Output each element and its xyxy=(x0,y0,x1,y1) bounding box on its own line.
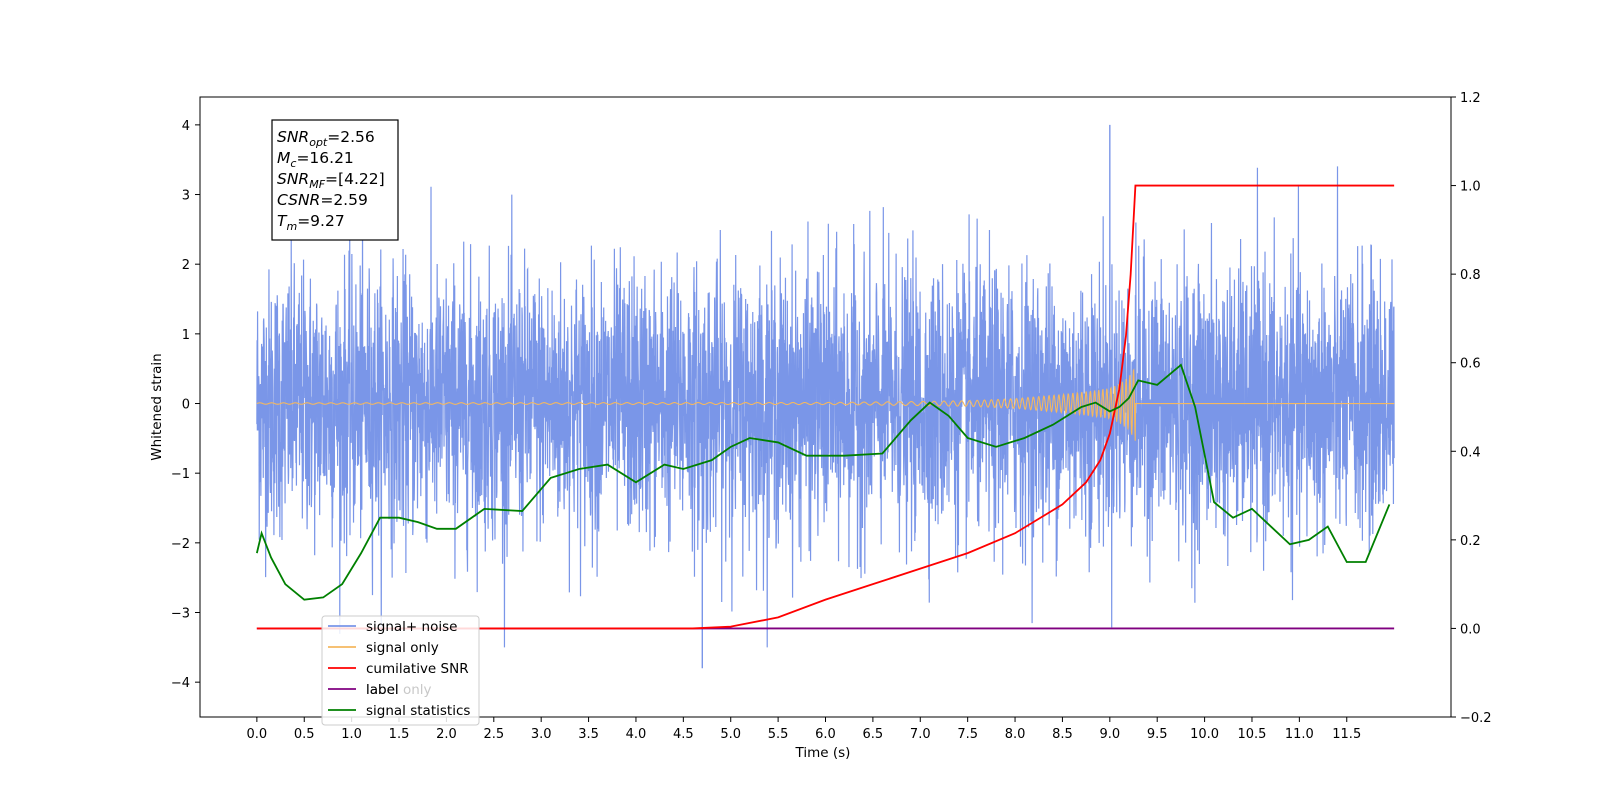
y-tick-label: −2 xyxy=(171,537,190,552)
info-box-line: Tm=9.27 xyxy=(277,212,345,233)
x-tick-label: 1.5 xyxy=(389,727,410,742)
y-axis-left: 4 3 2 1 0 −1 −2 −3 −4 xyxy=(171,119,200,691)
y2-tick-label: 1.2 xyxy=(1460,91,1481,106)
legend-label: signal statistics xyxy=(366,703,470,719)
x-tick-label: 8.5 xyxy=(1052,727,1073,742)
info-box: SNRopt=2.56Mc=16.21SNRMF=[4.22]CSNR=2.59… xyxy=(271,119,399,241)
x-tick-label: 3.0 xyxy=(531,727,552,742)
x-axis-label: Time (s) xyxy=(795,745,851,761)
legend-label: signal+ noise xyxy=(366,619,457,635)
y-axis-label: Whitened strain xyxy=(149,353,165,460)
signal-noise-series xyxy=(256,124,1395,669)
x-tick-label: 9.5 xyxy=(1147,727,1168,742)
x-tick-label: 0.0 xyxy=(247,727,268,742)
info-box-line: CSNR=2.59 xyxy=(277,191,368,209)
x-tick-label: 5.5 xyxy=(768,727,789,742)
signal-statistics-line xyxy=(255,363,1391,601)
legend-label: cumilative SNR xyxy=(366,661,469,677)
y2-tick-label: 0.8 xyxy=(1460,268,1481,283)
x-tick-label: 10.0 xyxy=(1190,727,1219,742)
x-tick-label: 11.0 xyxy=(1285,727,1314,742)
x-tick-label: 3.5 xyxy=(578,727,599,742)
x-tick-label: 2.0 xyxy=(436,727,457,742)
x-tick-label: 11.5 xyxy=(1332,727,1361,742)
x-tick-label: 7.0 xyxy=(910,727,931,742)
y-tick-label: 4 xyxy=(182,119,190,134)
y2-tick-label: 0.6 xyxy=(1460,357,1481,372)
info-box-line: Mc=16.21 xyxy=(277,149,354,170)
y-tick-label: 3 xyxy=(182,189,190,204)
info-box-line: SNRMF=[4.22] xyxy=(277,170,385,191)
y-tick-label: −1 xyxy=(171,467,190,482)
info-box-line: SNRopt=2.56 xyxy=(277,128,375,149)
x-tick-label: 1.0 xyxy=(341,727,362,742)
x-tick-label: 10.5 xyxy=(1238,727,1267,742)
x-tick-label: 5.0 xyxy=(720,727,741,742)
legend: signal+ noise signal only cumilative SNR la… xyxy=(321,615,480,726)
x-tick-label: 6.5 xyxy=(863,727,884,742)
y-axis-right: 1.2 1.0 0.8 0.6 0.4 0.2 0.0 −0.2 xyxy=(1451,91,1492,726)
x-tick-label: 6.0 xyxy=(815,727,836,742)
legend-label: label xyxy=(366,682,399,698)
y-tick-label: 2 xyxy=(182,258,190,273)
signal-only-series xyxy=(256,368,1395,441)
x-axis: 0.0 0.5 1.0 1.5 2.0 2.5 3.0 3.5 4.0 4.5 5.0 5.5 6.0 6… xyxy=(247,717,1361,742)
x-tick-label: 4.5 xyxy=(673,727,694,742)
legend-label: signal only xyxy=(366,640,439,656)
signal-only-line xyxy=(256,368,1395,441)
signal-noise-line xyxy=(256,166,1395,648)
legend-hidden-label: label only xyxy=(366,682,432,698)
y2-tick-label: −0.2 xyxy=(1460,711,1492,726)
y2-tick-label: 0.0 xyxy=(1460,622,1481,637)
x-tick-label: 2.5 xyxy=(483,727,504,742)
y2-tick-label: 0.4 xyxy=(1460,445,1481,460)
x-tick-label: 0.5 xyxy=(294,727,315,742)
y-tick-label: −3 xyxy=(171,607,190,622)
x-tick-label: 4.0 xyxy=(626,727,647,742)
x-tick-label: 9.0 xyxy=(1099,727,1120,742)
y-tick-label: 1 xyxy=(182,328,190,343)
y-tick-label: −4 xyxy=(171,676,190,691)
y2-tick-label: 0.2 xyxy=(1460,534,1481,549)
x-tick-label: 8.0 xyxy=(1005,727,1026,742)
x-tick-label: 7.5 xyxy=(957,727,978,742)
legend-label-overlay: label xyxy=(366,682,399,698)
y-tick-label: 0 xyxy=(182,398,190,413)
cumulative-snr-line xyxy=(256,184,1395,630)
y2-tick-label: 1.0 xyxy=(1460,180,1481,195)
